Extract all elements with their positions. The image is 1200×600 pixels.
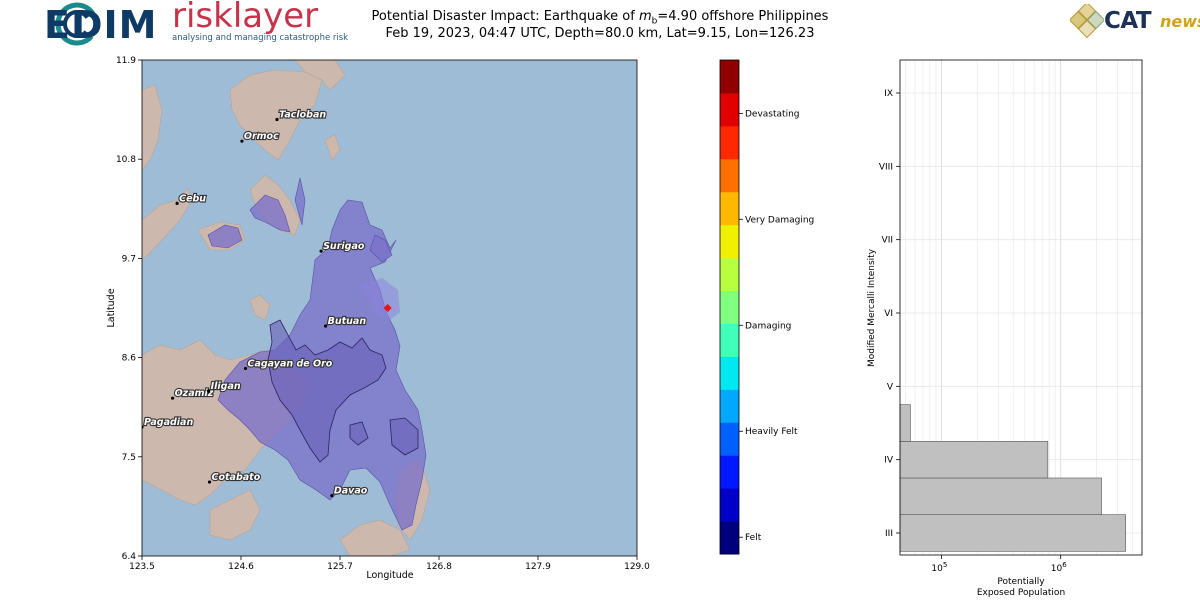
exposure-ytick-label: VII <box>882 236 893 246</box>
map-xtick-label: 126.8 <box>426 562 452 572</box>
exposure-bar <box>899 514 1126 552</box>
city-marker <box>240 139 244 143</box>
catnews-logo-cat: CAT <box>1104 8 1152 34</box>
risklayer-tagline: analysing and managing catastrophe risk <box>172 33 349 43</box>
cedim-logo-text: EDIM <box>44 3 158 47</box>
map-xtick-label: 129.0 <box>624 562 650 572</box>
exposure-bar <box>899 441 1049 479</box>
city-marker <box>324 324 328 328</box>
colorbar: Devastating Very Damaging Damaging Heavily … <box>719 59 814 555</box>
colorbar-segment <box>720 290 739 324</box>
city-label: Surigao <box>323 241 365 252</box>
colorbar-segment <box>720 521 739 555</box>
map-ytick-label: 10.8 <box>116 155 136 165</box>
city-label: Iligan <box>211 381 241 392</box>
map-ytick-label: 8.6 <box>122 354 137 364</box>
map-xlabel: Longitude <box>366 570 413 581</box>
city-marker <box>207 389 211 393</box>
city-label: Butuan <box>328 316 367 327</box>
chart-title-line1: Potential Disaster Impact: Earthquake of… <box>330 9 870 27</box>
colorbar-label: Heavily Felt <box>745 427 798 437</box>
impact-halo <box>362 278 400 320</box>
city-marker <box>275 117 279 122</box>
map-ylabel: Latitude <box>106 288 117 327</box>
colorbar-segment <box>720 455 739 489</box>
exposure-ytick-label: III <box>885 529 893 539</box>
colorbar-segment <box>720 92 739 127</box>
map-frame <box>141 59 638 557</box>
exposure-bar <box>899 477 1102 515</box>
title-prefix: Potential Disaster Impact: Earthquake of <box>371 9 639 24</box>
map-xtick-label: 125.7 <box>327 562 353 572</box>
exposure-ytick-label: IX <box>884 89 893 99</box>
colorbar-segment <box>720 158 739 193</box>
map-xtick-label: 123.5 <box>129 562 155 572</box>
map-ytick-label: 9.7 <box>122 254 136 264</box>
city-label: Davao <box>334 486 368 497</box>
colorbar-segment <box>720 257 739 292</box>
colorbar-segment <box>720 125 739 160</box>
catnews-logo-icon <box>1070 4 1104 38</box>
exposure-ytick-label: VIII <box>879 162 893 172</box>
colorbar-segment <box>720 389 739 423</box>
city-marker <box>171 396 175 400</box>
map-xtick-label: 124.6 <box>228 562 254 572</box>
exposure-ytick-label: VI <box>884 309 893 319</box>
exposure-ylabel: Modified Mercalli Intensity <box>867 248 877 367</box>
city-label: Cotabato <box>212 472 261 483</box>
city-label: Pagadian <box>144 417 193 428</box>
colorbar-segment <box>720 60 739 94</box>
colorbar-label: Felt <box>745 533 762 543</box>
cedim-logo <box>55 2 99 46</box>
city-marker <box>243 366 248 371</box>
exposure-ytick-label: V <box>887 382 894 392</box>
colorbar-segment <box>720 422 739 456</box>
city-marker <box>175 201 179 205</box>
city-label: Ozamiz <box>175 388 214 399</box>
map-ytick-label: 7.5 <box>122 453 136 463</box>
colorbar-segment <box>720 191 739 226</box>
chart-title-line2: Feb 19, 2023, 04:47 UTC, Depth=80.0 km, … <box>385 26 815 41</box>
colorbar-label: Very Damaging <box>745 215 814 225</box>
exposure-ytick-label: IV <box>884 456 894 466</box>
map-xtick-label: 127.9 <box>525 562 551 572</box>
city-label: Tacloban <box>279 110 326 121</box>
exposure-frame <box>899 59 1143 556</box>
city-label: Cebu <box>179 193 206 204</box>
title-suffix: =4.90 offshore Philippines <box>657 9 829 24</box>
city-marker <box>207 480 212 484</box>
colorbar-segment <box>720 323 739 357</box>
title-sub: b <box>651 16 658 27</box>
epicenter-marker <box>383 304 392 312</box>
map-ytick-label: 11.9 <box>116 56 136 66</box>
city-marker <box>319 249 323 253</box>
catnews-logo-news: news <box>1160 12 1200 31</box>
city-label: Cagayan de Oro <box>248 358 333 369</box>
colorbar-segment <box>720 224 739 259</box>
map-ytick-label: 6.4 <box>122 552 137 562</box>
risklayer-logo: risklayer <box>172 0 319 36</box>
city-marker <box>330 493 334 498</box>
colorbar-segment <box>720 488 739 522</box>
impact-outline <box>267 319 419 463</box>
colorbar-segment <box>720 356 739 390</box>
title-m: m <box>638 9 652 24</box>
exposure-chart: III IV V VI VII VIII IX 105 106 Modified Mercal… <box>867 59 1143 598</box>
city-label: Ormoc <box>244 131 279 142</box>
colorbar-label: Devastating <box>745 109 800 119</box>
exposure-bar <box>899 404 911 442</box>
exposure-xlabel-line1: Potentially <box>997 577 1045 587</box>
exposure-xlabel-line2: Exposed Population <box>977 588 1065 598</box>
colorbar-label: Damaging <box>745 321 791 331</box>
exposure-xtick-label: 106 <box>1051 561 1067 574</box>
colorbar-frame <box>719 59 740 555</box>
exposure-xtick-label: 105 <box>931 561 947 574</box>
